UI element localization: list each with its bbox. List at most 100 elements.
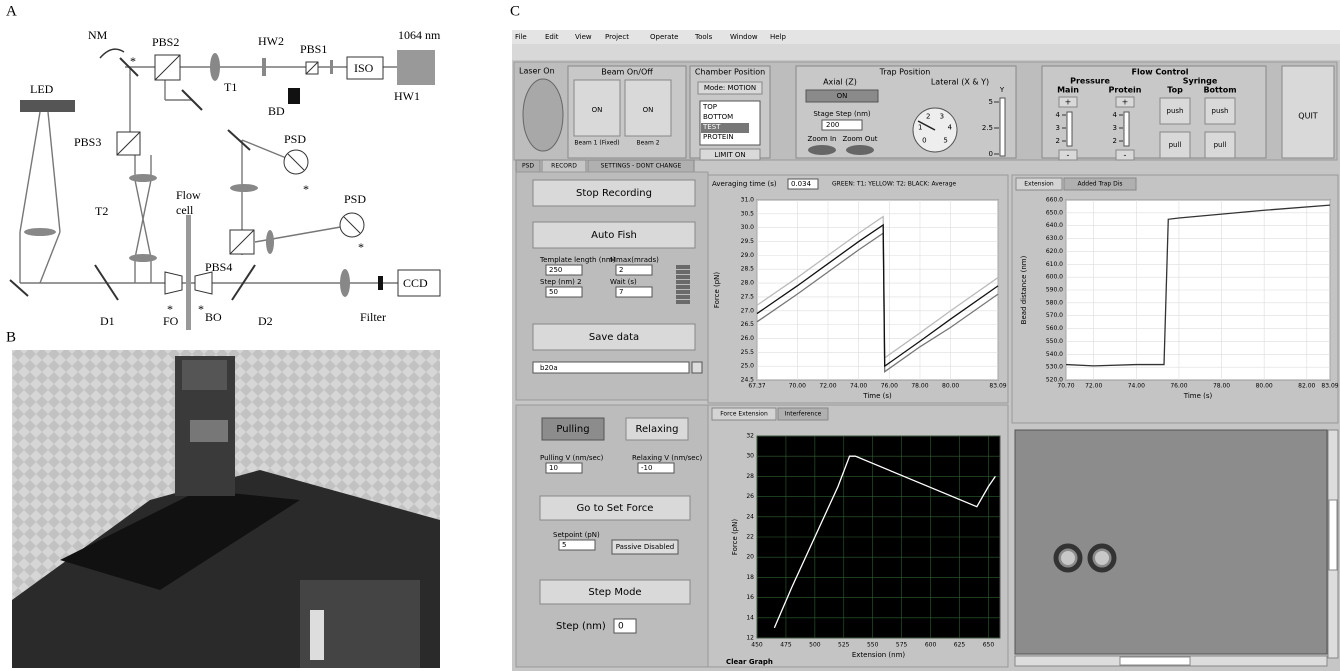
label: Y [999,86,1005,94]
scale-label: 5 [989,98,993,106]
panel-label: C [510,3,520,19]
y-tick-label: 610.0 [1046,261,1063,268]
button-label: Auto Fish [591,230,637,241]
y-tick-label: 650.0 [1046,209,1063,216]
button-label: - [1124,151,1127,160]
label: HW1 [394,89,420,103]
label: PBS3 [74,135,101,149]
y-tick-label: 580.0 [1046,299,1063,306]
y-tick-label: 28 [746,473,754,480]
asterisk: * [167,302,173,316]
y-tick-label: 570.0 [1046,312,1063,319]
label: T2 [95,204,108,218]
x-tick-label: 67.37 [748,383,765,390]
toggle[interactable] [846,145,874,155]
label: Flow [176,188,201,202]
label: Averaging time (s) [712,180,777,188]
slider [1067,112,1072,146]
lens [129,174,157,182]
objective [165,272,182,294]
label: Pulling V (nm/sec) [540,454,604,462]
button-label: + [1122,98,1129,107]
beam-dump [288,88,300,104]
menu-item: Project [605,33,629,41]
indicator [676,300,690,304]
y-tick-label: 18 [746,574,754,581]
menu-item: Window [730,33,758,41]
label: Protein [1109,86,1142,95]
indicator [676,280,690,284]
y-tick-label: 12 [746,635,754,642]
y-tick-label: 560.0 [1046,325,1063,332]
y-tick-label: 660.0 [1046,197,1063,204]
label: Zoom In [808,135,837,143]
waveplate [262,58,266,76]
button-label: QUIT [1298,112,1318,121]
y-tick-label: 28.5 [741,266,755,273]
x-tick-label: 80.00 [942,383,959,390]
label: Stage Step (nm) [813,110,871,118]
x-tick-label: 80.00 [1256,383,1273,390]
label: D1 [100,314,115,328]
y-tick-label: 550.0 [1046,338,1063,345]
y-tick-label: 530.0 [1046,364,1063,371]
asterisk: * [198,302,204,316]
numeric-value: 7 [619,288,623,296]
x-tick-label: 78.00 [911,383,928,390]
label: Laser On [519,67,555,76]
group-title: Flow Control [1132,68,1189,77]
y-tick-label: 29.0 [741,252,755,259]
filter [378,276,383,290]
button-label: push [1212,107,1229,115]
label: Bottom [1203,86,1236,95]
lens [129,254,157,262]
mirror [228,130,250,150]
button-label: ON [592,106,603,114]
y-axis-label: Bead distance (nm) [1020,255,1028,324]
tab-label: Extension [1024,181,1054,188]
dial-label: 5 [943,137,947,145]
y-tick-label: 26.5 [741,321,755,328]
scale-label: 2 [1113,137,1117,145]
laser [397,50,435,85]
laser-led[interactable] [523,79,563,151]
label: Axial (Z) [823,78,857,87]
indicator [676,295,690,299]
x-tick-label: 450 [751,642,763,649]
scale-label: 4 [1113,111,1118,119]
scale-label: 2.5 [982,124,993,132]
button-label: Stop Recording [576,188,652,199]
label: Top [1167,86,1183,95]
lens [24,228,56,236]
label: 1064 nm [398,28,441,42]
y-tick-label: 27.0 [741,307,755,314]
toggle[interactable] [808,145,836,155]
label: Zoom Out [842,135,877,143]
numeric-value: 5 [562,541,566,549]
label: BO [205,310,222,324]
rotation-arrow [100,49,124,58]
button-label: Clear Graph [726,658,773,666]
indicator [676,270,690,274]
y-tick-label: 28.0 [741,280,755,287]
label: ISO [354,61,374,75]
tab-label: Added Trap Dis [1077,181,1122,188]
button-label: - [1067,151,1070,160]
x-tick-label: 600 [925,642,937,649]
y-tick-label: 26.0 [741,335,755,342]
figure: ABCNMPBS2HW2PBS11064 nmISOHW1BDT1LEDPBS3… [0,0,1340,671]
y-tick-label: 25.0 [741,363,755,370]
flow-cell [186,215,191,330]
menu-item: Help [770,33,787,41]
tab-label: Interference [785,411,822,418]
button-label: push [1167,107,1184,115]
label: PBS4 [205,260,232,274]
beam [20,112,40,232]
label: Template length (nm) [539,256,616,264]
label: Beam 1 (Fixed) [574,140,619,147]
y-tick-label: 22 [746,534,754,541]
asterisk: * [358,240,364,254]
label: PBS2 [152,35,179,49]
numeric-value: 200 [826,121,839,129]
path-browse[interactable] [692,362,702,373]
